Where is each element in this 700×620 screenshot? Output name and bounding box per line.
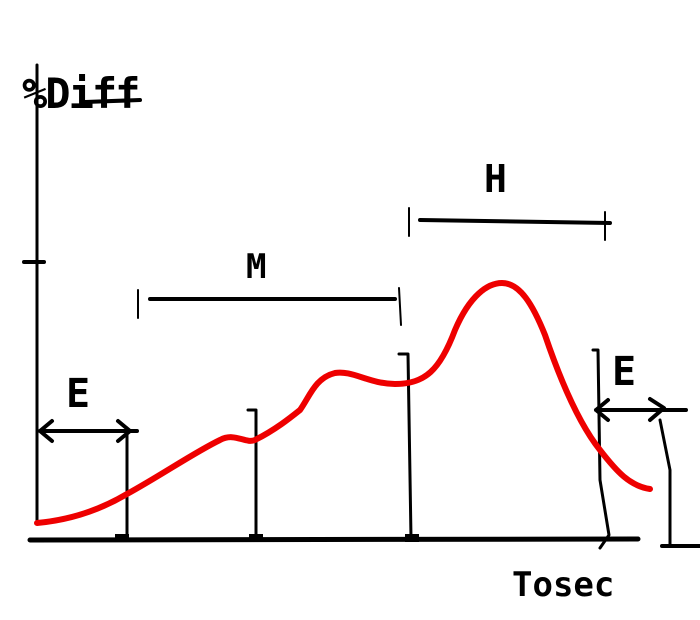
x-axis-label: Tosec	[512, 565, 614, 605]
e-right-arrow	[594, 397, 688, 422]
h-label: H	[484, 157, 507, 201]
y-axis-label: %Diff	[22, 69, 138, 118]
diff-curve	[34, 280, 653, 526]
divider-5	[658, 418, 672, 548]
y-axis-label-underline	[83, 98, 142, 104]
h-bar	[418, 218, 612, 225]
baseline-mark-2	[249, 534, 263, 542]
baseline-mark-3	[405, 534, 419, 542]
baseline-mark-1	[115, 534, 129, 542]
e-right-label: E	[612, 349, 636, 395]
divider-4	[591, 348, 611, 550]
divider-2	[246, 408, 258, 540]
m-label: M	[246, 247, 266, 287]
e-left-arrow	[38, 419, 139, 443]
x-axis	[27, 536, 641, 543]
e-left-label: E	[66, 371, 90, 417]
m-bar-right-cap	[398, 287, 402, 326]
divider-3	[397, 352, 413, 540]
